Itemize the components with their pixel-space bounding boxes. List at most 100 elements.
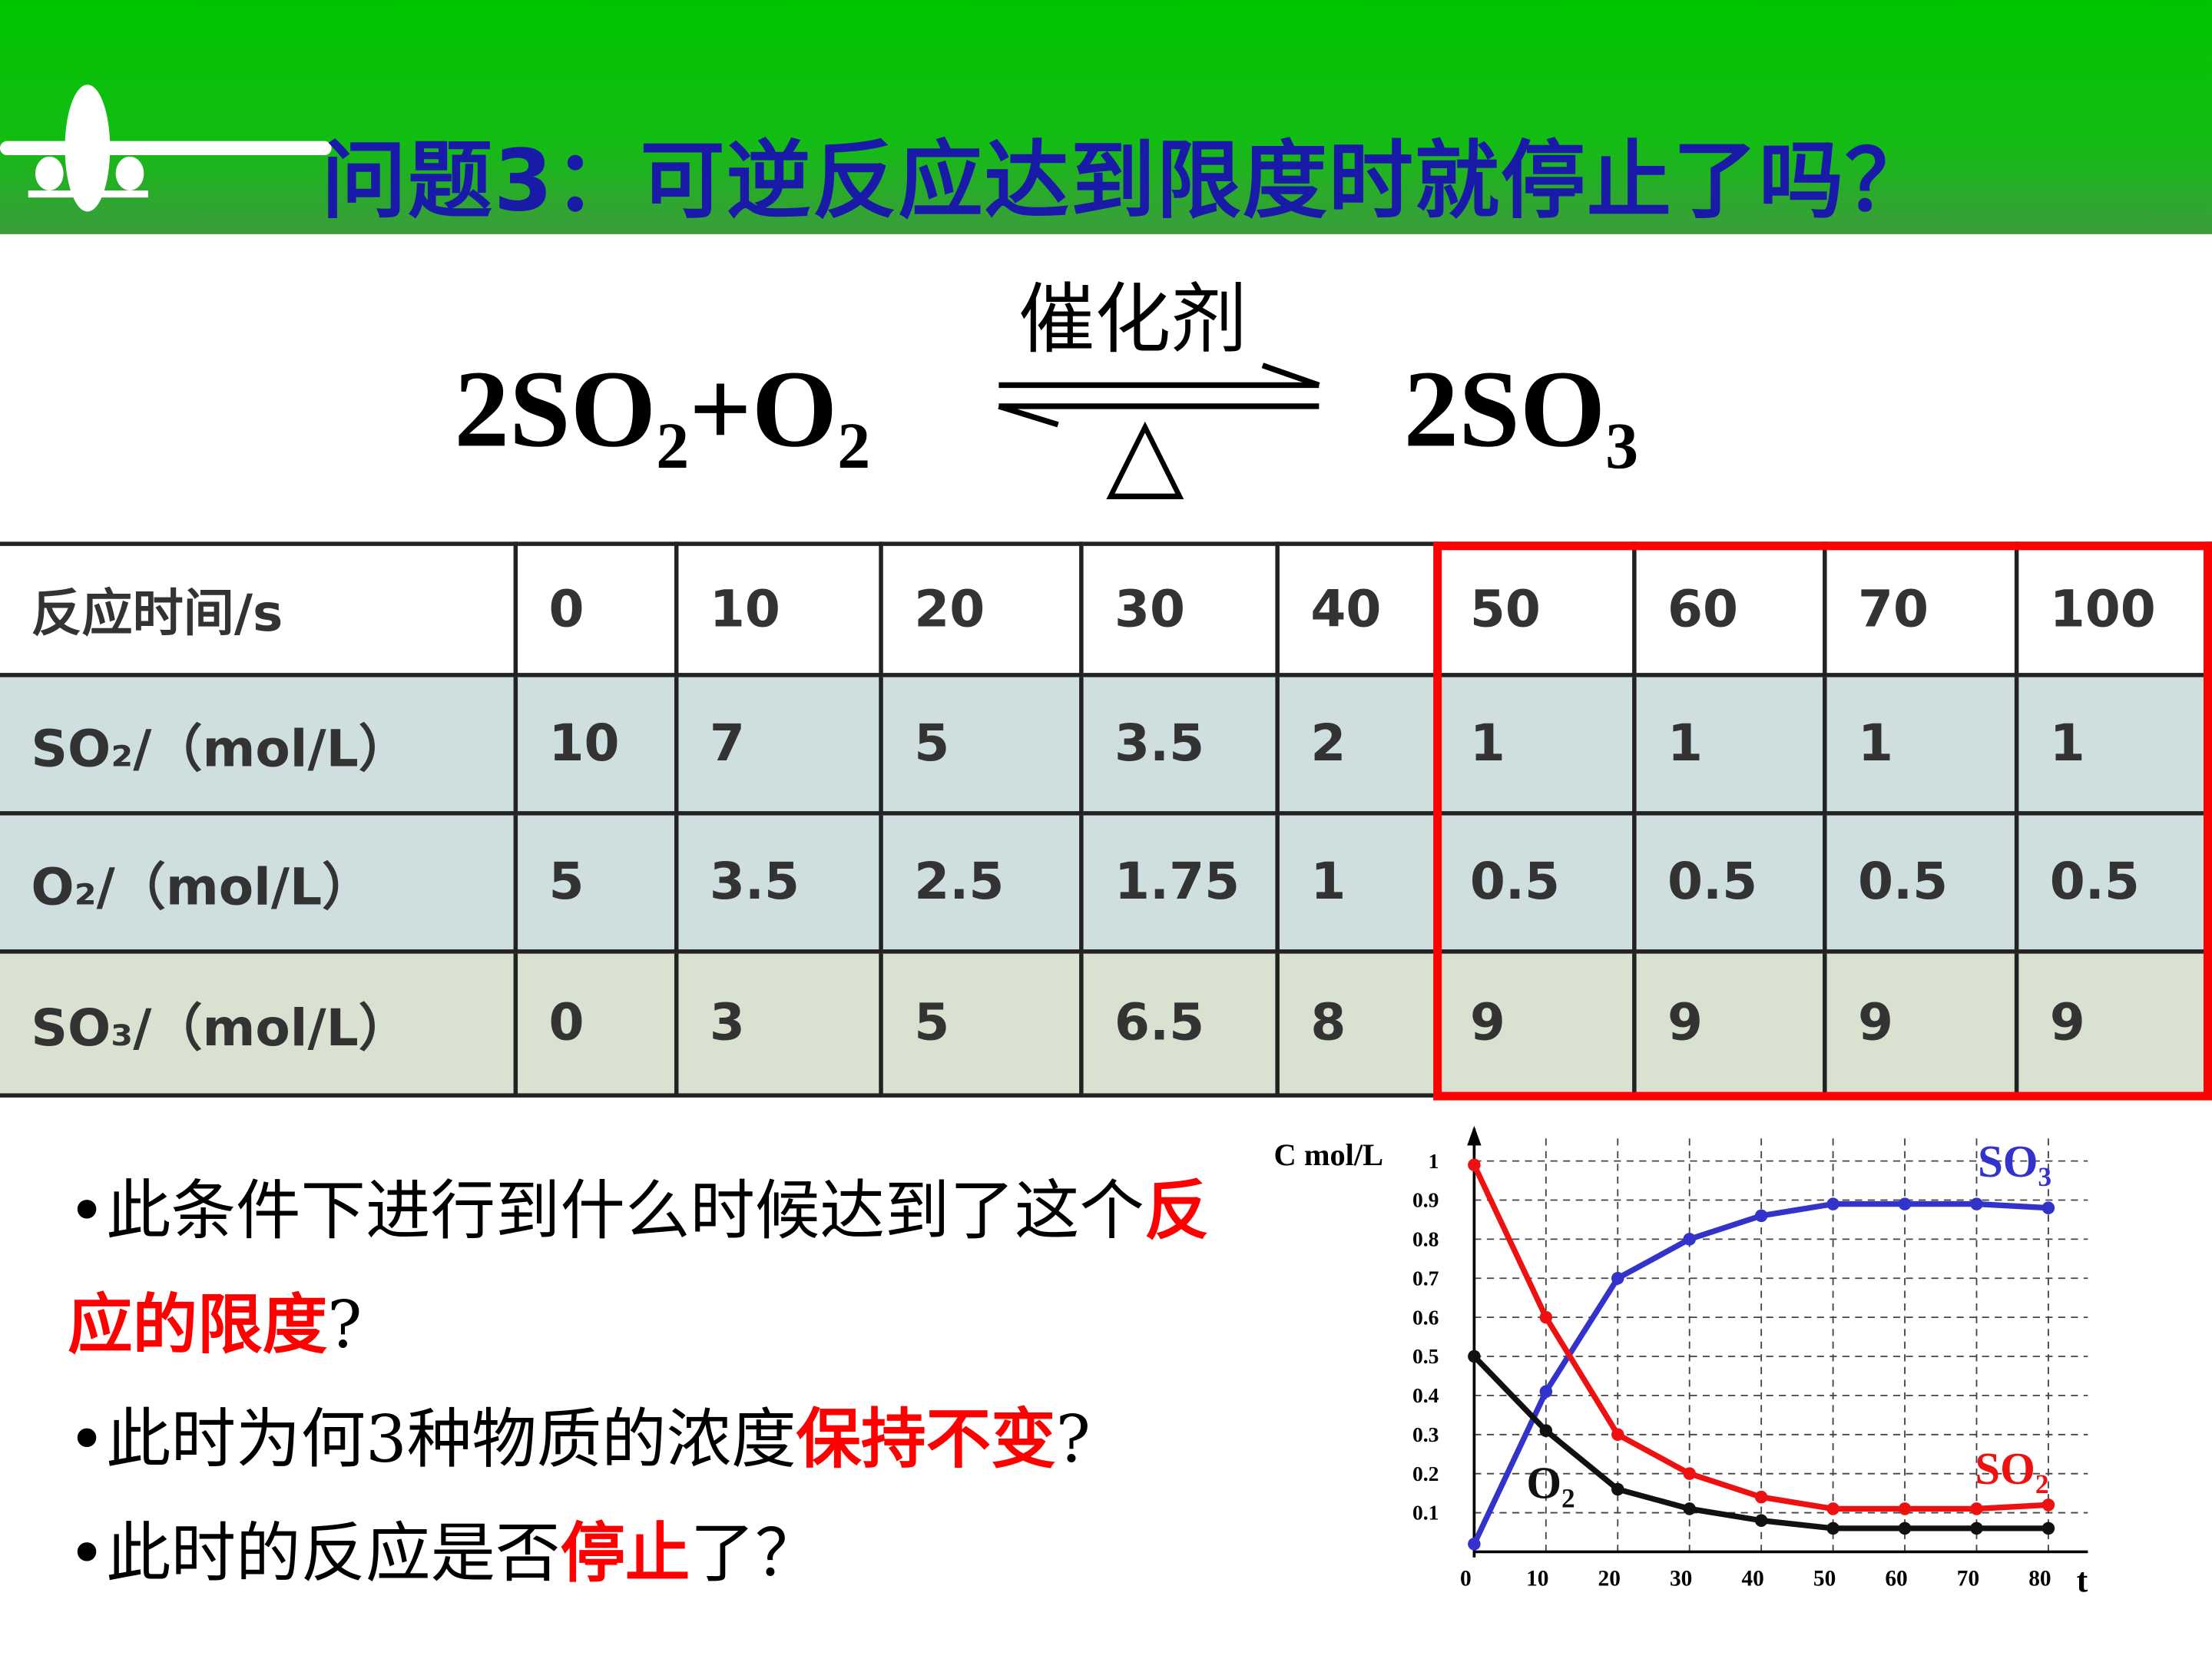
- table-row: O₂/（mol/L） 5 3.5 2.5 1.75 1 0.5 0.5 0.5 0.5: [0, 811, 2212, 954]
- table-cell: 9: [1434, 949, 1637, 1098]
- data-point: [1683, 1233, 1696, 1246]
- y-tick-label: 0.3: [1412, 1422, 1439, 1446]
- series-line: [1472, 1164, 2049, 1512]
- table-cell: 0.5: [1434, 811, 1637, 954]
- data-point: [1468, 1158, 1481, 1171]
- data-point: [1539, 1310, 1553, 1324]
- table-cell: 1: [1823, 673, 2019, 816]
- data-point: [1611, 1482, 1624, 1496]
- table-cell: 3.5: [1079, 673, 1280, 816]
- data-point: [2041, 1498, 2055, 1512]
- bullet: •此时为何3种物质的浓度保持不变?: [68, 1382, 1210, 1497]
- table-cell: 5: [879, 673, 1084, 816]
- table-cell: 5: [513, 811, 679, 954]
- data-point: [1754, 1490, 1768, 1504]
- emphasis-text: 保持不变: [796, 1400, 1056, 1478]
- table-row: 反应时间/s 0 10 20 30 40 50 60 70 100: [0, 541, 2212, 677]
- data-point: [1898, 1197, 1912, 1210]
- slide-title: 问题3：可逆反应达到限度时就停止了吗？: [321, 132, 1932, 232]
- series-line: [1472, 1354, 2048, 1532]
- table-cell: 60: [1632, 541, 1827, 677]
- table-cell: 100: [2014, 541, 2212, 677]
- bullet: •此条件下进行到什么时候达到了这个反应的限度?: [68, 1154, 1210, 1382]
- x-tick-label: 60: [1885, 1566, 1907, 1591]
- table-cell: 3.5: [674, 811, 883, 954]
- y-tick-label: 0.8: [1412, 1227, 1439, 1251]
- series-label: SO₂: [1975, 1444, 2048, 1494]
- table-cell: 10: [674, 541, 883, 677]
- table-cell: 0: [513, 541, 679, 677]
- table-row: SO₂/（mol/L） 10 7 5 3.5 2 1 1 1 1: [0, 673, 2212, 816]
- text-run: ?: [1055, 1400, 1091, 1478]
- table-cell: 9: [1632, 949, 1827, 1098]
- y-axis-label: C mol/L: [1274, 1137, 1384, 1172]
- text-run: ?: [327, 1286, 363, 1363]
- row-header: O₂/（mol/L）: [0, 811, 518, 954]
- series-label: O₂: [1526, 1459, 1575, 1508]
- text-run: •此时为何3种物质的浓度: [68, 1400, 796, 1478]
- y-axis-arrow: [1467, 1125, 1482, 1146]
- y-tick-label: 0.6: [1412, 1305, 1439, 1329]
- table-cell: 40: [1275, 541, 1439, 677]
- table-cell: 20: [879, 541, 1084, 677]
- bullet: •此时的反应是否停止了？: [68, 1497, 1210, 1611]
- table-cell: 0.5: [2014, 811, 2212, 954]
- table-cell: 5: [879, 949, 1084, 1098]
- highlight-box: [1433, 541, 2212, 1101]
- data-point: [2041, 1522, 2055, 1535]
- bullet-list: •此条件下进行到什么时候达到了这个反应的限度? •此时为何3种物质的浓度保持不变?…: [68, 1154, 1210, 1611]
- table-cell: 1.75: [1079, 811, 1280, 954]
- table-cell: 3: [674, 949, 883, 1098]
- reactants: 2SO₂+O₂: [454, 346, 871, 470]
- table-cell: 0: [513, 949, 679, 1098]
- text-run: •此时的反应是否: [68, 1515, 561, 1591]
- table-cell: 2: [1275, 673, 1439, 816]
- data-point: [1539, 1424, 1553, 1437]
- emphasis-text: 反应的限度: [68, 1172, 1210, 1363]
- table-cell: 9: [2014, 949, 2212, 1098]
- data-point: [1611, 1271, 1624, 1285]
- y-tick-label: 0.7: [1412, 1266, 1439, 1290]
- header-bar: [0, 0, 2212, 234]
- table-cell: 30: [1079, 541, 1280, 677]
- catalyst: 催化剂: [1018, 275, 1247, 364]
- data-point: [1468, 1349, 1481, 1363]
- y-tick-label: 0.5: [1412, 1344, 1439, 1368]
- data-point: [1898, 1502, 1912, 1515]
- y-tick-label: 1: [1429, 1149, 1439, 1173]
- table-cell: 1: [1275, 811, 1439, 954]
- data-point: [1970, 1522, 1983, 1535]
- heat-symbol: △: [1105, 392, 1184, 511]
- x-tick-label: 40: [1741, 1566, 1763, 1591]
- products: 2SO₃: [1403, 346, 1639, 470]
- data-point: [1754, 1209, 1768, 1223]
- data-point: [1970, 1502, 1983, 1515]
- y-tick-label: 0.2: [1412, 1462, 1439, 1485]
- x-tick-label: 10: [1526, 1566, 1548, 1591]
- data-point: [1539, 1385, 1553, 1399]
- data-point: [1611, 1428, 1624, 1442]
- data-point: [1826, 1502, 1839, 1515]
- data-point: [1754, 1514, 1768, 1527]
- row-header: SO₃/（mol/L）: [0, 949, 518, 1098]
- row-header: SO₂/（mol/L）: [0, 673, 518, 816]
- table-cell: 1: [1632, 673, 1827, 816]
- data-point: [1826, 1197, 1839, 1210]
- data-table: 反应时间/s 0 10 20 30 40 50 60 70 100 SO₂/（mol/L） 10 7 5 3…: [0, 541, 2212, 1098]
- equilibrium-arrows: [998, 363, 1320, 428]
- data-point: [1683, 1467, 1696, 1480]
- table-cell: 50: [1434, 541, 1637, 677]
- data-point: [1898, 1522, 1912, 1535]
- table-cell: 2.5: [879, 811, 1084, 954]
- series-label: SO₃: [1978, 1137, 2051, 1187]
- x-tick-label: 20: [1598, 1566, 1621, 1591]
- table-row: SO₃/（mol/L） 0 3 5 6.5 8 9 9 9 9: [0, 949, 2212, 1098]
- text-run: 了？: [690, 1515, 820, 1591]
- x-tick-label: 70: [1957, 1566, 1979, 1591]
- data-point: [1826, 1522, 1839, 1535]
- x-tick-label: 80: [2028, 1566, 2051, 1591]
- table-cell: 6.5: [1079, 949, 1280, 1098]
- x-tick-label: 30: [1670, 1566, 1692, 1591]
- table-cell: 0.5: [1823, 811, 2019, 954]
